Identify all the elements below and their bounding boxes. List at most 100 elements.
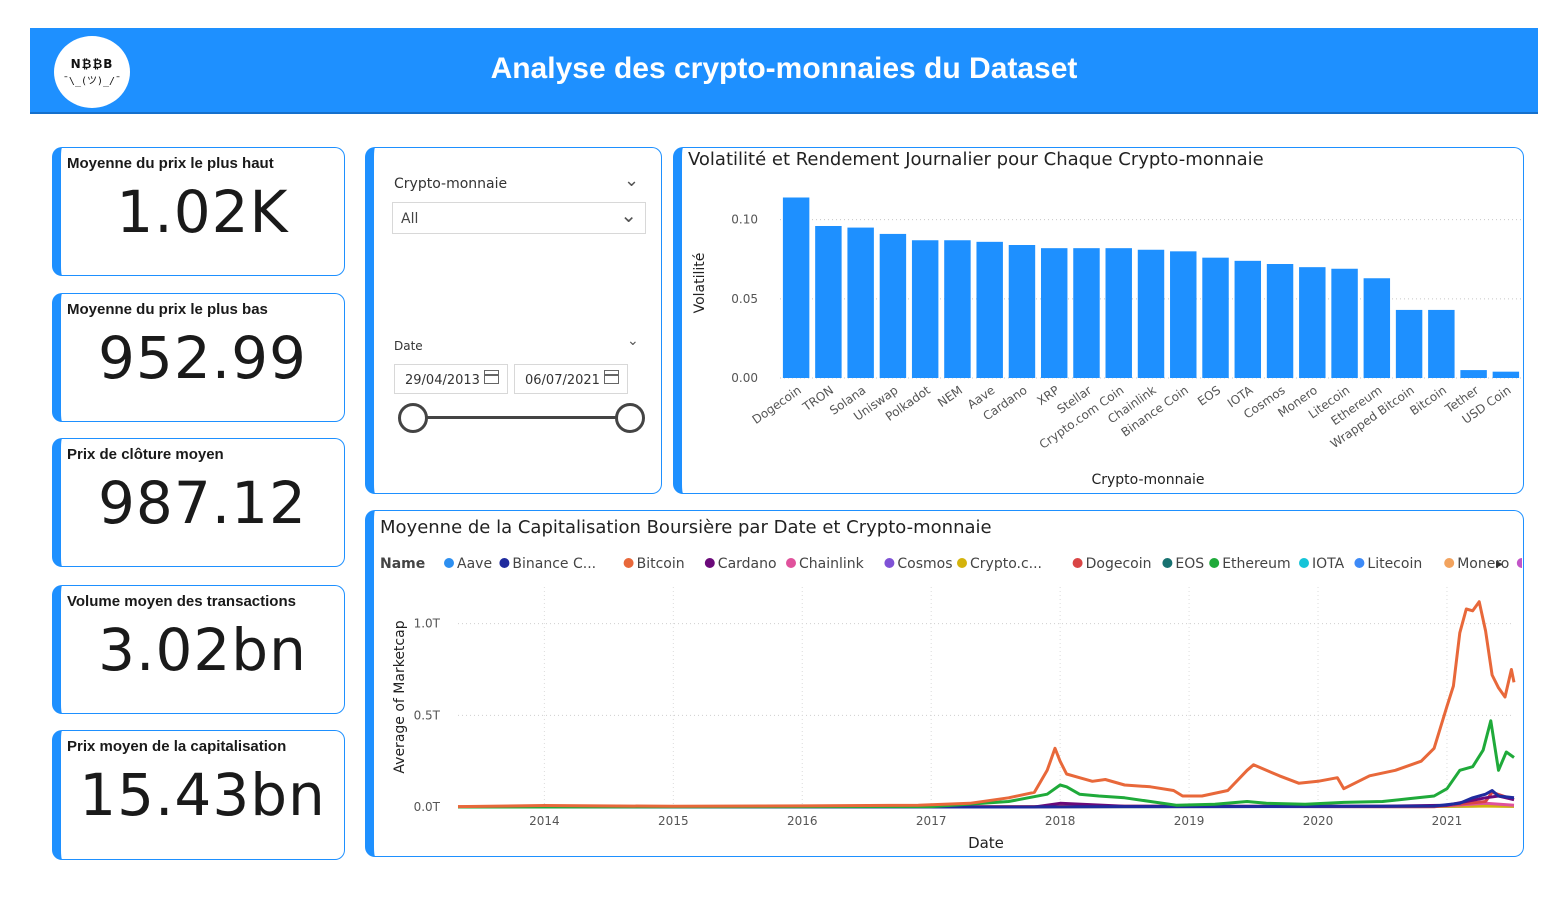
legend-marker xyxy=(1072,558,1083,568)
crypto-dropdown[interactable]: All ⌄ xyxy=(392,202,646,234)
date-slider-start-handle[interactable] xyxy=(398,403,428,433)
slicer-panel: Crypto-monnaie ⌄ All ⌄ Date ⌄ 29/04/2013… xyxy=(365,147,662,494)
kpi-card-close-price[interactable]: Prix de clôture moyen 987.12 xyxy=(52,438,345,567)
chevron-down-icon[interactable]: ⌄ xyxy=(624,170,640,191)
x-tick-label: 2018 xyxy=(1045,814,1076,828)
legend-marker xyxy=(444,558,454,568)
end-date-input[interactable]: 06/07/2021 xyxy=(514,364,628,394)
bar xyxy=(1363,278,1391,378)
legend-item: IOTA xyxy=(1312,556,1345,572)
x-tick-label: 2019 xyxy=(1174,814,1205,828)
start-date-input[interactable]: 29/04/2013 xyxy=(394,364,508,394)
legend-marker xyxy=(1162,558,1173,568)
bar xyxy=(1395,309,1423,378)
bar xyxy=(1460,370,1487,378)
x-tick-label: EOS xyxy=(1195,383,1223,409)
legend-marker xyxy=(704,558,715,568)
date-slider-track[interactable] xyxy=(412,416,632,419)
y-axis-title: Volatilité xyxy=(692,253,708,314)
volatility-bar-chart: 0.000.050.10DogecoinTRONSolanaUniswapPol… xyxy=(692,197,1522,488)
kpi-card-lowest-price[interactable]: Moyenne du prix le plus bas 952.99 xyxy=(52,293,345,422)
x-axis-title: Date xyxy=(968,834,1004,851)
legend-item: Monero xyxy=(1457,556,1509,572)
kpi-label: Prix de clôture moyen xyxy=(67,446,224,463)
kpi-value: 1.02K xyxy=(116,178,289,246)
y-axis-title: Average of Marketcap xyxy=(392,620,408,773)
crypto-slicer-title: Crypto-monnaie xyxy=(394,176,508,192)
x-tick-label: 2016 xyxy=(787,814,818,828)
legend-item: Aave xyxy=(457,556,492,572)
legend-item: Cosmos xyxy=(897,556,952,572)
kpi-value: 15.43bn xyxy=(79,761,326,829)
y-tick-label: 0.0T xyxy=(414,800,441,814)
y-tick-label: 0.10 xyxy=(731,213,758,227)
y-tick-label: 0.05 xyxy=(731,292,758,306)
bar xyxy=(815,226,842,378)
legend-marker xyxy=(499,558,510,568)
end-date-value: 06/07/2021 xyxy=(525,373,600,388)
x-tick-label: Dogecoin xyxy=(750,383,804,427)
crypto-dropdown-value: All xyxy=(401,211,419,227)
bar xyxy=(1202,257,1229,378)
bar xyxy=(1428,309,1455,378)
legend-marker xyxy=(1299,558,1309,568)
calendar-icon[interactable] xyxy=(484,370,499,384)
legend-item: Litecoin xyxy=(1367,556,1422,572)
legend-item: Bitcoin xyxy=(637,556,685,572)
legend-marker xyxy=(957,558,967,568)
start-date-value: 29/04/2013 xyxy=(405,373,480,388)
kpi-card-marketcap[interactable]: Prix moyen de la capitalisation 15.43bn xyxy=(52,730,345,860)
bar xyxy=(976,241,1003,378)
kpi-value: 3.02bn xyxy=(98,616,307,684)
x-tick-label: 2017 xyxy=(916,814,947,828)
legend-item: Chainlink xyxy=(799,556,865,572)
legend-item: Dogecoin xyxy=(1086,556,1152,572)
legend-marker xyxy=(1444,558,1455,568)
x-tick-label: 2021 xyxy=(1432,814,1463,828)
page-title: Analyse des crypto-monnaies du Dataset xyxy=(490,52,1078,85)
logo-text: N₿₿B xyxy=(70,57,114,71)
date-slider-end-handle[interactable] xyxy=(615,403,645,433)
calendar-icon[interactable] xyxy=(604,370,619,384)
chevron-down-icon[interactable]: ⌄ xyxy=(627,333,639,349)
bar xyxy=(1008,245,1036,378)
series-line xyxy=(457,719,1515,809)
bar xyxy=(1299,267,1326,378)
kpi-card-volume[interactable]: Volume moyen des transactions 3.02bn xyxy=(52,585,345,714)
legend-marker xyxy=(786,558,796,568)
bar xyxy=(1492,371,1520,378)
legend-title: Name xyxy=(380,556,425,572)
bar xyxy=(782,197,810,378)
legend-marker xyxy=(884,558,895,568)
bar xyxy=(1040,248,1068,378)
series-line xyxy=(457,600,1516,809)
bar xyxy=(1170,251,1197,378)
legend-marker xyxy=(623,558,634,568)
x-tick-label: 2020 xyxy=(1303,814,1334,828)
y-tick-label: 1.0T xyxy=(414,617,441,631)
kpi-label: Moyenne du prix le plus bas xyxy=(67,301,268,318)
y-tick-label: 0.00 xyxy=(731,371,758,385)
series-line xyxy=(458,789,1515,809)
y-tick-label: 0.5T xyxy=(414,708,441,722)
marketcap-chart-title: Moyenne de la Capitalisation Boursière p… xyxy=(380,517,992,538)
bar xyxy=(847,227,874,378)
legend-item: Ethereum xyxy=(1222,556,1290,572)
x-tick-label: Bitcoin xyxy=(1407,383,1449,418)
marketcap-chart-card: Moyenne de la Capitalisation Boursière p… xyxy=(365,510,1524,857)
kpi-label: Moyenne du prix le plus haut xyxy=(67,155,274,172)
bar xyxy=(879,233,907,378)
kpi-card-highest-price[interactable]: Moyenne du prix le plus haut 1.02K xyxy=(52,147,345,276)
volatility-chart-card: Volatilité et Rendement Journalier pour … xyxy=(673,147,1524,494)
date-slicer-title: Date xyxy=(394,339,423,353)
header-banner: N₿₿B ¯\_(ツ)_/¯ Analyse des crypto-monnai… xyxy=(30,28,1538,114)
x-tick-label: 2015 xyxy=(658,814,689,828)
legend-item: EOS xyxy=(1175,556,1204,572)
kpi-label: Volume moyen des transactions xyxy=(67,593,296,610)
legend-marker xyxy=(1354,558,1365,568)
kpi-value: 987.12 xyxy=(98,469,307,537)
volatility-chart-title: Volatilité et Rendement Journalier pour … xyxy=(688,149,1264,170)
bar xyxy=(1137,249,1165,378)
legend-next-icon: ▸ xyxy=(1496,556,1503,572)
